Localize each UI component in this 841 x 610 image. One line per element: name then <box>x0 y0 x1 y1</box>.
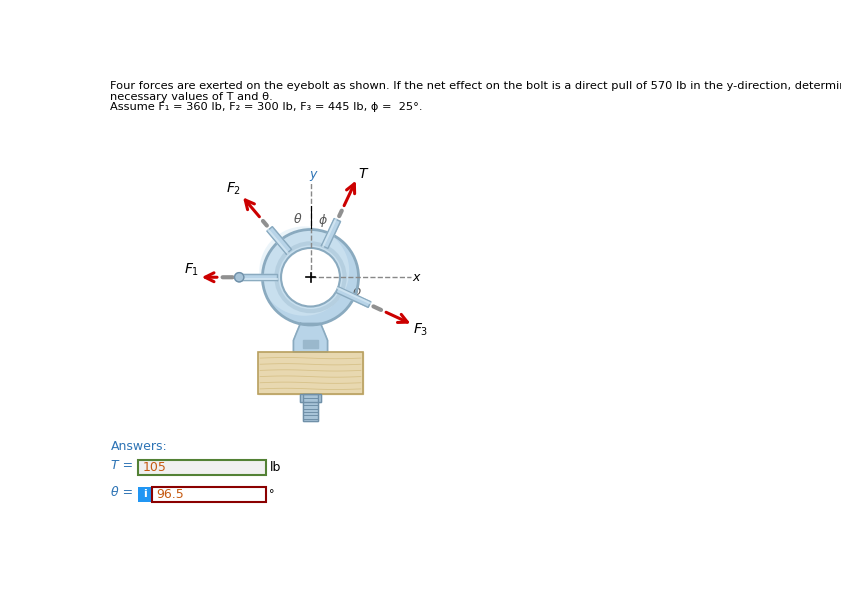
Text: °: ° <box>269 489 275 500</box>
Bar <box>151 487 266 502</box>
Text: y: y <box>309 168 316 181</box>
Bar <box>303 394 318 422</box>
Text: lb: lb <box>270 461 282 474</box>
Text: $\phi$: $\phi$ <box>318 212 328 229</box>
Text: $F_3$: $F_3$ <box>413 321 428 337</box>
Polygon shape <box>336 287 371 307</box>
Text: Answers:: Answers: <box>110 440 167 453</box>
Text: $F_2$: $F_2$ <box>226 181 241 197</box>
Polygon shape <box>321 218 341 248</box>
Circle shape <box>235 273 244 282</box>
Text: $T$: $T$ <box>357 167 369 181</box>
Bar <box>303 394 318 422</box>
Text: x: x <box>413 271 420 284</box>
Circle shape <box>262 229 358 325</box>
Text: Assume F₁ = 360 lb, F₂ = 300 lb, F₃ = 445 lb, ϕ =  25°.: Assume F₁ = 360 lb, F₂ = 300 lb, F₃ = 44… <box>110 102 422 112</box>
Bar <box>299 394 321 402</box>
Text: Four forces are exerted on the eyebolt as shown. If the net effect on the bolt i: Four forces are exerted on the eyebolt a… <box>110 81 841 91</box>
Text: $\theta$: $\theta$ <box>294 212 303 226</box>
Text: 96.5: 96.5 <box>156 488 184 501</box>
Text: T =: T = <box>110 459 133 472</box>
Bar <box>258 352 363 394</box>
Text: 105: 105 <box>142 461 167 474</box>
Text: θ =: θ = <box>110 486 133 500</box>
Bar <box>299 394 321 402</box>
Text: necessary values of T and θ.: necessary values of T and θ. <box>110 92 272 102</box>
Text: $F_1$: $F_1$ <box>183 261 198 278</box>
Text: i: i <box>143 489 146 500</box>
Polygon shape <box>267 227 292 254</box>
Bar <box>138 487 151 502</box>
Bar <box>258 352 363 394</box>
Bar <box>138 460 266 475</box>
Circle shape <box>259 226 349 316</box>
Text: $\phi$: $\phi$ <box>352 282 362 300</box>
Polygon shape <box>239 274 278 281</box>
Polygon shape <box>294 323 327 352</box>
Circle shape <box>281 248 340 306</box>
Polygon shape <box>303 340 318 348</box>
